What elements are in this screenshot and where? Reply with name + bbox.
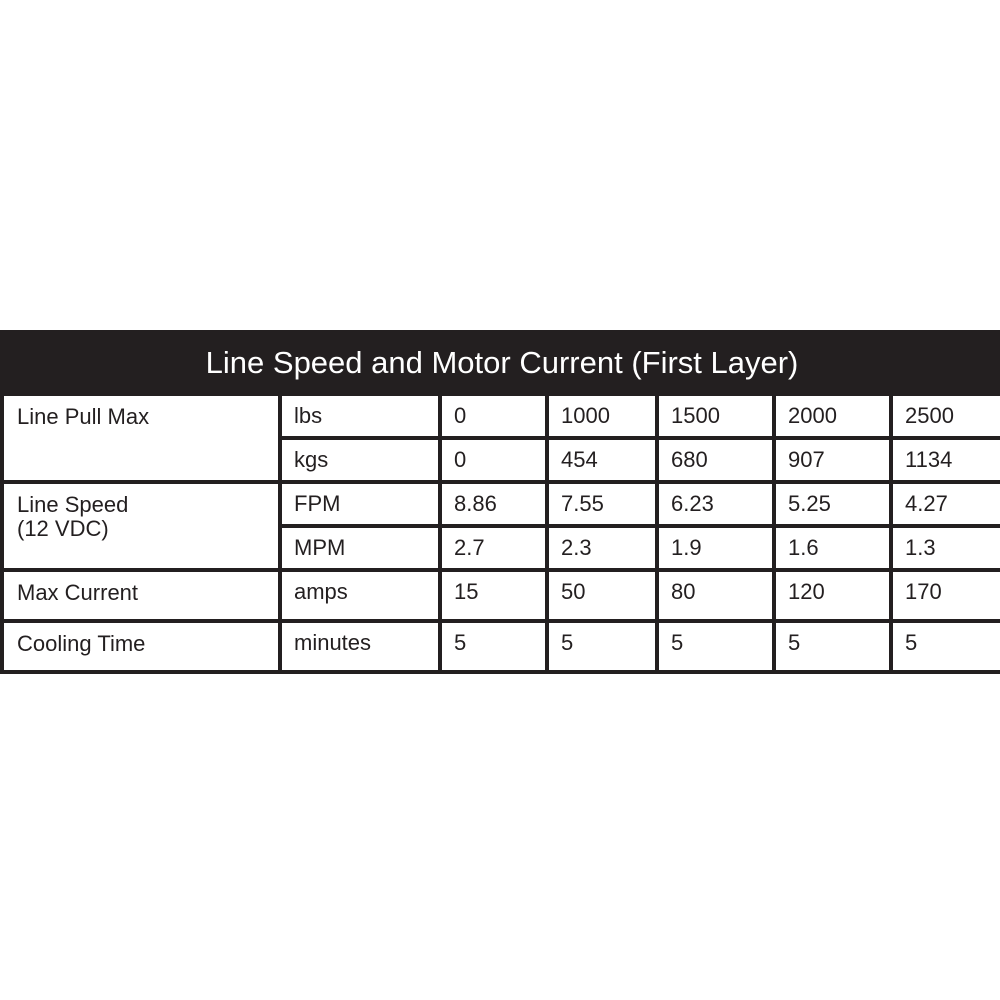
table-row: Max Current amps 15 50 80 120 170 <box>0 568 1000 623</box>
specs-table: Line Speed and Motor Current (First Laye… <box>0 330 1000 674</box>
value-cell: 2.7 <box>438 524 549 572</box>
unit-cell: kgs <box>278 436 442 484</box>
unit-cell: MPM <box>278 524 442 572</box>
value-cell: 170 <box>888 568 1000 623</box>
value-cell: 680 <box>655 436 776 484</box>
row-group-label: Line Pull Max <box>0 392 282 484</box>
group-label-line: Max Current <box>17 580 139 605</box>
value-cell: 1134 <box>888 436 1000 484</box>
value-cell: 0 <box>438 392 549 440</box>
value-cell: 15 <box>438 568 549 623</box>
value-cell: 5.25 <box>772 480 893 528</box>
table-row: kgs 0 454 680 907 1134 <box>2 436 1000 484</box>
unit-cell: minutes <box>278 619 442 674</box>
row-group-label: Line Speed (12 VDC) <box>0 480 282 572</box>
value-cell: 1500 <box>655 392 776 440</box>
value-cell: 0 <box>438 436 549 484</box>
value-cell: 1000 <box>545 392 659 440</box>
value-cell: 7.55 <box>545 480 659 528</box>
value-cell: 454 <box>545 436 659 484</box>
value-cell: 6.23 <box>655 480 776 528</box>
group-label-line: (12 VDC) <box>17 516 109 541</box>
value-cell: 50 <box>545 568 659 623</box>
value-cell: 2000 <box>772 392 893 440</box>
unit-cell: amps <box>278 568 442 623</box>
group-label-line: Line Speed <box>17 492 129 517</box>
unit-cell: FPM <box>278 480 442 528</box>
value-cell: 8.86 <box>438 480 549 528</box>
value-cell: 120 <box>772 568 893 623</box>
value-cell: 5 <box>772 619 893 674</box>
value-cell: 2.3 <box>545 524 659 572</box>
unit-cell: lbs <box>278 392 442 440</box>
table-row: Cooling Time minutes 5 5 5 5 5 <box>0 619 1000 674</box>
value-cell: 1.3 <box>888 524 1000 572</box>
value-cell: 5 <box>438 619 549 674</box>
group-label-line: Line Pull Max <box>17 404 150 429</box>
value-cell: 4.27 <box>888 480 1000 528</box>
value-cell: 5 <box>545 619 659 674</box>
value-cell: 5 <box>655 619 776 674</box>
table-row: Line Speed (12 VDC) FPM 8.86 7.55 6.23 5.25 4.2… <box>0 480 1000 572</box>
value-cell: 80 <box>655 568 776 623</box>
value-cell: 2500 <box>888 392 1000 440</box>
value-cell: 1.9 <box>655 524 776 572</box>
value-cell: 5 <box>888 619 1000 674</box>
table-title: Line Speed and Motor Current (First Laye… <box>0 330 1000 396</box>
row-group-label: Cooling Time <box>0 619 282 674</box>
value-cell: 907 <box>772 436 893 484</box>
table-row: Line Pull Max lbs 0 1000 1500 2000 2500 <box>0 392 1000 484</box>
group-label-line: Cooling Time <box>17 631 146 656</box>
title-row: Line Speed and Motor Current (First Laye… <box>0 330 1000 396</box>
row-group-label: Max Current <box>0 568 282 623</box>
table-row: MPM 2.7 2.3 1.9 1.6 1.3 <box>2 524 1000 572</box>
value-cell: 1.6 <box>772 524 893 572</box>
